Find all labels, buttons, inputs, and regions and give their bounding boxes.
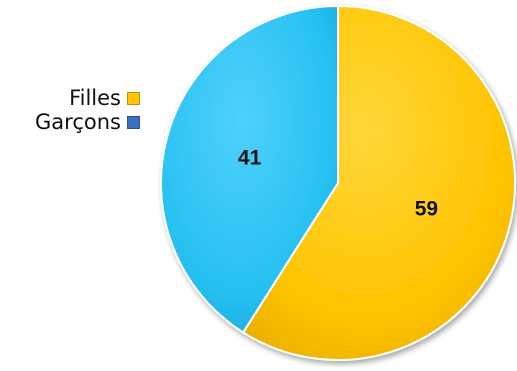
data-label-filles: 59 [415,198,438,221]
pie-slice-garons [160,4,339,334]
legend-swatch-garcons [127,115,140,129]
legend: Filles Garçons [0,86,140,134]
legend-label-filles: Filles [69,86,121,110]
pie-slice-filles [241,4,516,361]
legend-item-filles: Filles [0,86,140,110]
legend-label-garcons: Garçons [35,110,121,134]
pie-data-labels: 59 41 [238,146,438,220]
data-label-garons: 41 [238,146,262,169]
pie-slices [160,4,516,361]
legend-swatch-filles [127,91,140,105]
legend-item-garcons: Garçons [0,110,140,134]
